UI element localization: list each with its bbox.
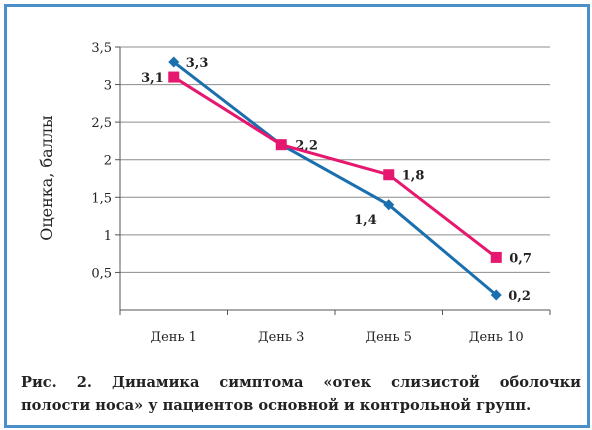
- data-label: 1,8: [402, 169, 425, 184]
- data-point-diamond: [383, 199, 395, 211]
- caption-line-1: Рис. 2. Динамика симптома «отек слизисто…: [21, 374, 581, 391]
- data-point-square: [490, 251, 502, 263]
- y-tick-label: 3: [104, 79, 112, 94]
- x-tick-labels: День 1 День 3 День 5 День 10: [119, 310, 551, 345]
- data-point-square: [168, 71, 180, 83]
- gridlines: [115, 46, 550, 273]
- data-point-square: [383, 169, 395, 181]
- series-line: [172, 75, 498, 259]
- data-point-square: [275, 139, 287, 151]
- series-group: 3,32,21,40,23,11,80,7: [141, 56, 532, 304]
- figure-caption: Рис. 2. Динамика симптома «отек слизисто…: [21, 371, 581, 417]
- y-tick-label: 2,5: [91, 116, 112, 131]
- data-label: 0,7: [509, 251, 532, 266]
- y-tick-label: 3,5: [91, 41, 112, 56]
- data-point-diamond: [168, 56, 180, 68]
- data-point-diamond: [490, 289, 502, 301]
- data-label: 3,1: [141, 71, 164, 86]
- y-tick-labels: 0,5 1 1,5 2 2,5 3 3,5: [91, 41, 112, 281]
- x-tick-label: День 5: [366, 330, 412, 345]
- data-label: 3,3: [186, 56, 209, 71]
- y-tick-label: 1,5: [91, 191, 112, 206]
- x-tick-label: День 1: [151, 330, 197, 345]
- caption-line-2: полости носа» у пациентов основной и кон…: [21, 397, 532, 414]
- series-1: 3,32,21,40,2: [168, 56, 531, 304]
- series-line: [172, 60, 498, 297]
- y-axis-label: Оценка, баллы: [37, 115, 56, 241]
- y-tick-label: 1: [104, 229, 112, 244]
- y-tick-label: 2: [104, 154, 112, 169]
- data-label: 0,2: [508, 289, 531, 304]
- x-tick-label: День 3: [258, 330, 304, 345]
- figure-frame: [4, 4, 590, 428]
- data-label: 1,4: [354, 213, 377, 228]
- series-2: 3,1 1,8 0,7: [141, 71, 532, 266]
- x-tick-label: День 10: [469, 330, 524, 345]
- y-tick-label: 0,5: [91, 266, 112, 281]
- line-chart: 0,511,522,533,5 День 1 День 3 День 5 День 1…: [37, 41, 551, 345]
